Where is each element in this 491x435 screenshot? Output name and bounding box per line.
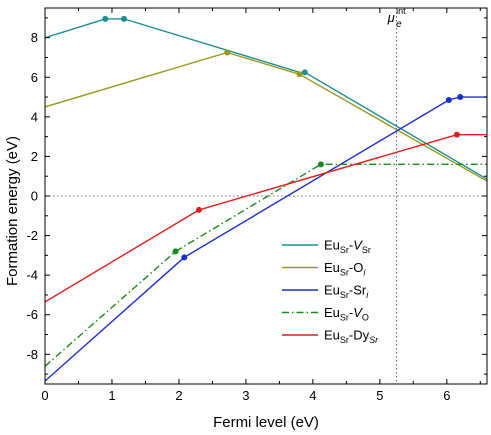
- y-tick-label-8: 8: [31, 30, 38, 45]
- transition-point-Sri-1: [445, 97, 452, 104]
- series-line-Oi: [45, 51, 487, 182]
- legend-label-VO: EuSr-VO: [324, 305, 369, 323]
- legend: EuSr-VSr EuSr-Oi EuSr-Sri EuSr-VO EuSr-DySr: [282, 238, 379, 346]
- transition-point-Oi-1: [296, 71, 303, 78]
- intrinsic-fermi-level-label: μ: [387, 10, 395, 25]
- y-tick-label--6: -6: [26, 307, 38, 322]
- x-tick-label-6: 6: [443, 388, 450, 403]
- transition-point-DySr-1: [453, 131, 460, 138]
- series-line-VSr: [45, 18, 487, 180]
- y-tick-label-2: 2: [31, 149, 38, 164]
- legend-label-Sri: EuSr-Sri: [324, 283, 369, 301]
- x-tick-label-5: 5: [376, 388, 383, 403]
- transition-point-Oi-0: [224, 49, 231, 56]
- transition-point-VO-1: [317, 161, 324, 168]
- transition-point-DySr-0: [196, 206, 203, 213]
- legend-label-DySr: EuSr-DySr: [324, 328, 379, 346]
- plot-area: [45, 8, 487, 384]
- y-tick-label--4: -4: [26, 268, 38, 283]
- y-tick-label-0: 0: [31, 189, 38, 204]
- series-line-DySr: [45, 133, 487, 303]
- intrinsic-fermi-level-label-sub: e: [396, 19, 402, 30]
- x-tick-label-4: 4: [309, 388, 316, 403]
- y-tick-label--2: -2: [26, 228, 38, 243]
- transition-point-VSr-0: [102, 15, 109, 22]
- y-tick-label-6: 6: [31, 70, 38, 85]
- intrinsic-fermi-level-label-sup: int: [396, 6, 406, 16]
- x-tick-label-2: 2: [175, 388, 182, 403]
- y-tick-label--8: -8: [26, 347, 38, 362]
- axes: 0 1 2 3 4 5 6 -8 -6 -4 -2 0 2 4 6 8 μ e int: [26, 6, 488, 403]
- y-axis-title: Formation energy (eV): [4, 136, 21, 286]
- y-tick-label-4: 4: [31, 109, 38, 124]
- transition-point-Sri-0: [181, 254, 188, 261]
- x-tick-label-1: 1: [108, 388, 115, 403]
- transition-point-VSr-1: [121, 15, 128, 22]
- transition-point-Sri-2: [457, 94, 464, 101]
- x-tick-label-3: 3: [242, 388, 249, 403]
- legend-label-Oi: EuSr-Oi: [324, 260, 366, 278]
- series-line-VO: [45, 163, 487, 367]
- x-axis-title: Fermi level (eV): [213, 414, 319, 431]
- legend-label-VSr: EuSr-VSr: [324, 238, 371, 256]
- transition-point-VSr-2: [301, 69, 308, 76]
- x-tick-label-0: 0: [41, 388, 48, 403]
- transition-point-VO-0: [172, 248, 179, 255]
